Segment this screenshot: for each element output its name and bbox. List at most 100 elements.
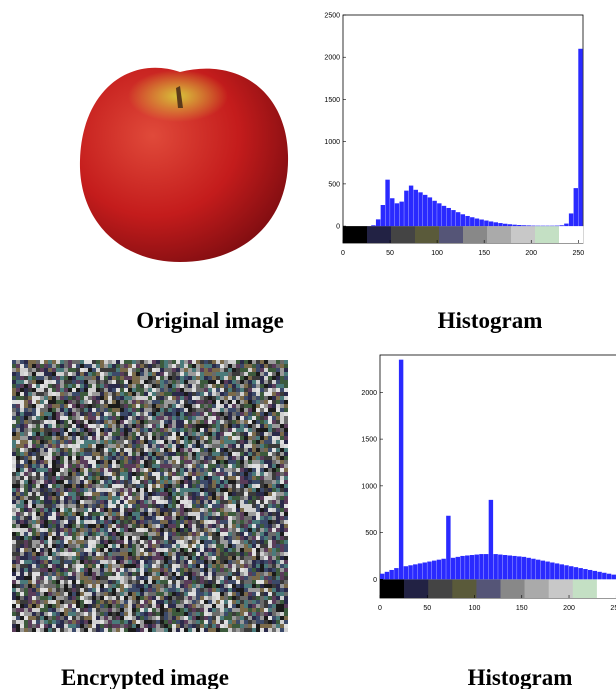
noise-pixel: [28, 500, 32, 504]
noise-pixel: [168, 556, 172, 560]
noise-pixel: [200, 440, 204, 444]
noise-pixel: [52, 580, 56, 584]
noise-pixel: [68, 428, 72, 432]
noise-pixel: [164, 412, 168, 416]
noise-pixel: [260, 536, 264, 540]
noise-pixel: [224, 436, 228, 440]
noise-pixel: [164, 484, 168, 488]
noise-pixel: [88, 388, 92, 392]
noise-pixel: [180, 484, 184, 488]
noise-pixel: [228, 404, 232, 408]
noise-pixel: [92, 364, 96, 368]
colorbar-block: [535, 226, 559, 243]
noise-pixel: [124, 604, 128, 608]
noise-pixel: [280, 532, 284, 536]
noise-pixel: [260, 524, 264, 528]
histogram-bar: [475, 219, 479, 227]
noise-pixel: [56, 384, 60, 388]
noise-pixel: [148, 576, 152, 580]
noise-pixel: [248, 416, 252, 420]
noise-pixel: [100, 544, 104, 548]
noise-pixel: [72, 428, 76, 432]
noise-pixel: [260, 604, 264, 608]
noise-pixel: [120, 584, 124, 588]
noise-pixel: [264, 580, 268, 584]
noise-pixel: [16, 416, 20, 420]
noise-pixel: [264, 612, 268, 616]
noise-pixel: [60, 428, 64, 432]
noise-pixel: [152, 624, 156, 628]
noise-pixel: [220, 540, 224, 544]
noise-pixel: [208, 512, 212, 516]
noise-pixel: [92, 544, 96, 548]
noise-pixel: [268, 484, 272, 488]
noise-pixel: [216, 536, 220, 540]
noise-pixel: [128, 468, 132, 472]
noise-pixel: [224, 564, 228, 568]
noise-pixel: [224, 612, 228, 616]
noise-pixel: [84, 596, 88, 600]
noise-pixel: [92, 516, 96, 520]
noise-pixel: [104, 456, 108, 460]
noise-pixel: [248, 376, 252, 380]
noise-pixel: [96, 536, 100, 540]
noise-pixel: [96, 380, 100, 384]
noise-pixel: [140, 452, 144, 456]
noise-pixel: [88, 400, 92, 404]
noise-pixel: [280, 380, 284, 384]
noise-pixel: [12, 384, 16, 388]
noise-pixel: [132, 504, 136, 508]
noise-pixel: [260, 428, 264, 432]
noise-pixel: [180, 392, 184, 396]
noise-pixel: [272, 616, 276, 620]
noise-pixel: [56, 540, 60, 544]
noise-pixel: [244, 512, 248, 516]
noise-pixel: [108, 512, 112, 516]
noise-pixel: [268, 376, 272, 380]
noise-pixel: [152, 472, 156, 476]
noise-pixel: [184, 376, 188, 380]
noise-pixel: [188, 456, 192, 460]
noise-pixel: [12, 416, 16, 420]
noise-pixel: [104, 580, 108, 584]
noise-pixel: [212, 452, 216, 456]
noise-pixel: [204, 504, 208, 508]
noise-pixel: [220, 452, 224, 456]
noise-pixel: [16, 496, 20, 500]
noise-pixel: [56, 488, 60, 492]
noise-pixel: [240, 388, 244, 392]
noise-pixel: [248, 468, 252, 472]
noise-pixel: [200, 372, 204, 376]
noise-pixel: [216, 524, 220, 528]
noise-pixel: [40, 596, 44, 600]
noise-pixel: [112, 480, 116, 484]
noise-pixel: [16, 620, 20, 624]
noise-pixel: [188, 540, 192, 544]
noise-pixel: [276, 404, 280, 408]
noise-pixel: [132, 552, 136, 556]
noise-pixel: [64, 552, 68, 556]
noise-pixel: [136, 364, 140, 368]
noise-pixel: [128, 512, 132, 516]
noise-pixel: [88, 544, 92, 548]
noise-pixel: [232, 568, 236, 572]
noise-pixel: [36, 460, 40, 464]
noise-pixel: [156, 464, 160, 468]
noise-pixel: [192, 420, 196, 424]
noise-pixel: [184, 444, 188, 448]
noise-pixel: [180, 420, 184, 424]
histogram-bar: [526, 558, 530, 579]
noise-pixel: [56, 440, 60, 444]
noise-pixel: [120, 544, 124, 548]
noise-pixel: [104, 440, 108, 444]
noise-pixel: [88, 548, 92, 552]
noise-pixel: [152, 520, 156, 524]
noise-pixel: [144, 404, 148, 408]
noise-pixel: [88, 536, 92, 540]
noise-pixel: [188, 568, 192, 572]
noise-pixel: [268, 556, 272, 560]
noise-pixel: [248, 408, 252, 412]
noise-pixel: [216, 372, 220, 376]
noise-pixel: [56, 452, 60, 456]
x-tick-label: 100: [431, 250, 443, 257]
